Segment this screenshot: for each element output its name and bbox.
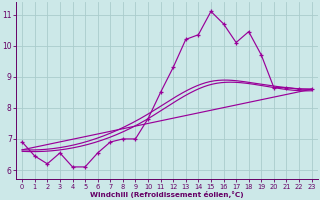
X-axis label: Windchill (Refroidissement éolien,°C): Windchill (Refroidissement éolien,°C) [90,191,244,198]
